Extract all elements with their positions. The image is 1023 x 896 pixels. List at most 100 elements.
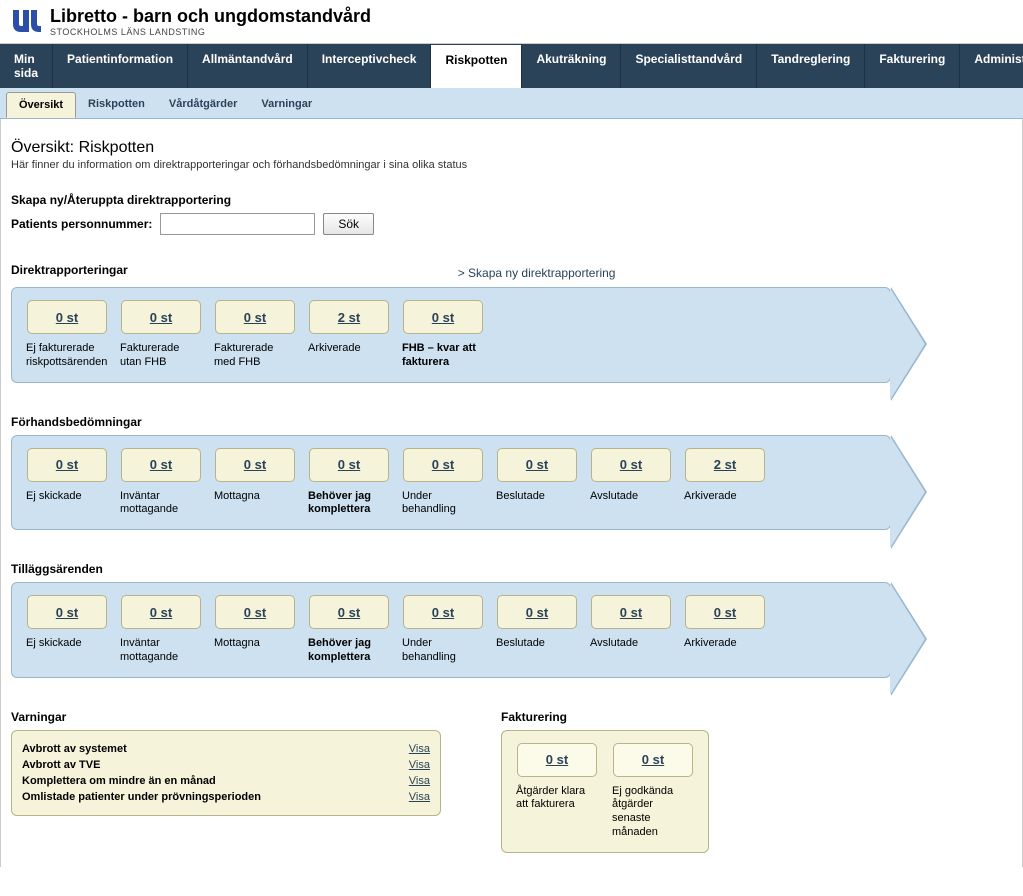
count-box[interactable]: 0 st [685, 595, 765, 629]
status-card: 0 st Mottagna [214, 595, 296, 651]
status-card: 0 st Ej skickade [26, 595, 108, 651]
card-label: Ej fakturerade riskpottsärenden [26, 342, 108, 370]
warning-view-link[interactable]: Visa [409, 775, 430, 787]
count-box[interactable]: 0 st [215, 595, 295, 629]
invoicing-card: 0 st Ej godkända åtgärder senaste månaden [612, 743, 694, 840]
search-button[interactable]: Sök [323, 213, 374, 235]
status-card: 0 stInväntar mottagande [120, 448, 202, 518]
sub-tab-riskpotten[interactable]: Riskpotten [76, 92, 157, 118]
page-description: Här finner du information om direktrappo… [11, 159, 1012, 171]
card-label: Mottagna [214, 637, 296, 651]
nav-item-patientinformation[interactable]: Patientinformation [53, 44, 188, 88]
count-box[interactable]: 0 st [403, 595, 483, 629]
count-box[interactable]: 0 st [591, 448, 671, 482]
status-card: 0 st Behöver jag komplettera [308, 595, 390, 665]
warnings-heading: Varningar [11, 710, 441, 724]
nav-item-specialisttandvård[interactable]: Specialisttandvård [621, 44, 757, 88]
nav-item-akuträkning[interactable]: Akuträkning [522, 44, 621, 88]
preassess-cards: 0 stEj skickade0 stInväntar mottagande0 … [26, 448, 876, 518]
nav-item-tandreglering[interactable]: Tandreglering [757, 44, 865, 88]
warning-row: Omlistade patienter under prövningsperio… [22, 789, 430, 805]
addmatters-heading: Tilläggsärenden [11, 562, 1012, 576]
sub-tabs-bar: ÖversiktRiskpottenVårdåtgärderVarningar [0, 88, 1023, 119]
count-box[interactable]: 0 st [27, 595, 107, 629]
warnings-block: Varningar Avbrott av systemetVisaAvbrott… [11, 710, 441, 816]
content-area: Översikt: Riskpotten Här finner du infor… [0, 119, 1023, 867]
status-card: 0 st Ej fakturerade riskpottsärenden [26, 300, 108, 370]
count-box[interactable]: 2 st [685, 448, 765, 482]
card-label: Behöver jag komplettera [308, 637, 390, 665]
status-card: 0 stBeslutade [496, 595, 578, 651]
sub-tabs: ÖversiktRiskpottenVårdåtgärderVarningar [6, 92, 1017, 118]
brand-text: Libretto - barn och ungdomstandvård STOC… [50, 6, 371, 37]
count-box[interactable]: 0 st [215, 300, 295, 334]
brand-title: Libretto - barn och ungdomstandvård [50, 6, 371, 27]
status-card: 0 st Avslutade [590, 595, 672, 651]
warning-text: Avbrott av systemet [22, 743, 127, 755]
status-card: 2 st Arkiverade [308, 300, 390, 356]
lower-row: Varningar Avbrott av systemetVisaAvbrott… [11, 710, 1012, 853]
card-label: FHB – kvar att fakturera [402, 342, 484, 370]
sub-tab-vårdåtgärder[interactable]: Vårdåtgärder [157, 92, 249, 118]
addmatters-panel: 0 stEj skickade0 stInväntar mottagande0 … [11, 582, 891, 678]
count-box[interactable]: 0 st [497, 448, 577, 482]
nav-item-min-sida[interactable]: Min sida [0, 44, 53, 88]
count-box[interactable]: 0 st [121, 595, 201, 629]
count-box[interactable]: 0 st [403, 448, 483, 482]
invoicing-panel: 0 stÅtgärder klara att fakturera0 stEj g… [501, 730, 709, 853]
count-box[interactable]: 0 st [309, 595, 389, 629]
nav-item-administration[interactable]: Administration [960, 44, 1023, 88]
count-box[interactable]: 0 st [497, 595, 577, 629]
card-label: Avslutade [590, 637, 672, 651]
warning-view-link[interactable]: Visa [409, 791, 430, 803]
status-card: 0 stArkiverade [684, 595, 766, 651]
direct-reports-header: Direktrapporteringar > Skapa ny direktra… [11, 263, 1012, 283]
search-heading: Skapa ny/Återuppta direktrapportering [11, 193, 1012, 207]
warning-row: Avbrott av systemet Visa [22, 741, 430, 757]
invoicing-heading: Fakturering [501, 710, 709, 724]
card-label: Ej skickade [26, 637, 108, 651]
warning-text: Omlistade patienter under prövningsperio… [22, 791, 261, 803]
count-box[interactable]: 0 st [613, 743, 693, 777]
count-box[interactable]: 0 st [121, 448, 201, 482]
count-box[interactable]: 0 st [121, 300, 201, 334]
count-box[interactable]: 0 st [403, 300, 483, 334]
count-box[interactable]: 0 st [309, 448, 389, 482]
brand-logo-icon [10, 8, 42, 36]
warning-view-link[interactable]: Visa [409, 759, 430, 771]
count-box[interactable]: 0 st [591, 595, 671, 629]
count-box[interactable]: 0 st [517, 743, 597, 777]
nav-item-allmäntandvård[interactable]: Allmäntandvård [188, 44, 308, 88]
invoicing-card: 0 stÅtgärder klara att fakturera [516, 743, 598, 840]
invoicing-block: Fakturering 0 stÅtgärder klara att faktu… [501, 710, 709, 853]
nav-item-riskpotten[interactable]: Riskpotten [431, 44, 522, 88]
nav-item-fakturering[interactable]: Fakturering [865, 44, 960, 88]
sub-tab-översikt[interactable]: Översikt [6, 92, 76, 118]
nav-item-interceptivcheck[interactable]: Interceptivcheck [308, 44, 432, 88]
page-title: Översikt: Riskpotten [11, 139, 1012, 157]
status-card: 0 stInväntar mottagande [120, 595, 202, 665]
status-card: 0 stAvslutade [590, 448, 672, 504]
warnings-panel: Avbrott av systemet Visa Avbrott av TVE Vis… [11, 730, 441, 816]
card-label: Under behandling [402, 637, 484, 665]
status-card: 0 stFakturerade med FHB [214, 300, 296, 370]
count-box[interactable]: 0 st [27, 300, 107, 334]
card-label: Ej godkända åtgärder senaste månaden [612, 785, 694, 840]
warning-view-link[interactable]: Visa [409, 743, 430, 755]
card-label: Ej skickade [26, 490, 108, 504]
create-direct-report-link[interactable]: > Skapa ny direktrapportering [458, 266, 616, 280]
count-box[interactable]: 0 st [215, 448, 295, 482]
card-label: Mottagna [214, 490, 296, 504]
main-nav: Min sidaPatientinformationAllmäntandvård… [0, 44, 1023, 88]
preassess-panel: 0 stEj skickade0 stInväntar mottagande0 … [11, 435, 891, 531]
card-label: Under behandling [402, 490, 484, 518]
status-card: 0 st Under behandling [402, 448, 484, 518]
sub-tab-varningar[interactable]: Varningar [249, 92, 324, 118]
warning-text: Avbrott av TVE [22, 759, 100, 771]
brand-subtitle: STOCKHOLMS LÄNS LANDSTING [50, 27, 371, 37]
direct-reports-panel: 0 stEj fakturerade riskpottsärenden0 stF… [11, 287, 891, 383]
count-box[interactable]: 2 st [309, 300, 389, 334]
count-box[interactable]: 0 st [27, 448, 107, 482]
card-label: Arkiverade [308, 342, 390, 356]
personnummer-input[interactable] [160, 213, 315, 235]
